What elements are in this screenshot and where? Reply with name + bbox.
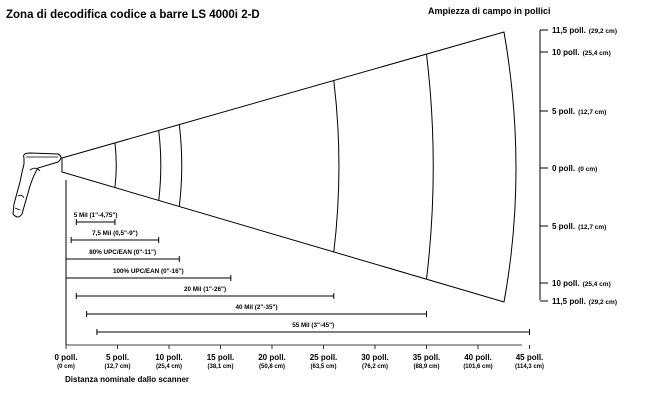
distance-label: 25 poll. <box>310 353 338 362</box>
zone-arc <box>114 142 117 188</box>
distance-label: 10 poll. <box>155 353 183 362</box>
range-label: 7,5 Mil (0,5"-9") <box>92 230 138 237</box>
distance-axis <box>65 180 522 346</box>
distance-sublabel: (50,8 cm) <box>259 364 285 370</box>
range-label: 55 Mil (3"-45") <box>292 322 334 329</box>
distance-label: 5 poll. <box>106 353 129 362</box>
width-label: 5 poll. (12,7 cm) <box>552 222 606 231</box>
distance-sublabel: (38,1 cm) <box>207 364 233 370</box>
range-label: 100% UPC/EAN (0"-16") <box>113 268 184 275</box>
distance-sublabel: (12,7 cm) <box>104 364 130 370</box>
range-label: 80% UPC/EAN (0"-11") <box>89 249 156 256</box>
diagram-title: Zona di decodifica codice a barre LS 400… <box>6 9 260 21</box>
distance-label: 35 poll. <box>413 353 441 362</box>
range-label: 40 Mil (2"-35") <box>236 304 278 311</box>
zone-arc <box>333 80 340 253</box>
distance-sublabel: (25,4 cm) <box>156 364 182 370</box>
distance-sublabel: (0 cm) <box>57 364 75 370</box>
scan-field <box>61 31 517 303</box>
distance-label: 20 poll. <box>258 353 286 362</box>
width-labels: 11,5 poll. (29,2 cm) 10 poll. (25,4 cm) 5 po… <box>540 26 617 306</box>
width-label: 11,5 poll. (29,2 cm) <box>552 297 617 306</box>
distance-sublabel: (63,5 cm) <box>310 364 336 370</box>
range-label: 20 Mil (1"-26") <box>184 286 226 293</box>
distance-sublabel: (114,3 cm) <box>515 364 544 370</box>
distance-label: 30 poll. <box>361 353 389 362</box>
zone-arc <box>426 54 434 280</box>
distance-sublabel: (76,2 cm) <box>362 364 388 370</box>
width-label: 5 poll. (12,7 cm) <box>552 107 606 116</box>
zone-arc <box>178 124 183 207</box>
zone-arcs <box>114 54 434 280</box>
width-label: 10 poll. (25,4 cm) <box>552 279 611 288</box>
distance-label: 15 poll. <box>207 353 235 362</box>
scanner-icon <box>12 152 62 218</box>
distance-sublabel: (101,6 cm) <box>463 364 492 370</box>
distance-label: 0 poll. <box>54 353 77 362</box>
width-label: 10 poll. (25,4 cm) <box>552 48 611 57</box>
width-label: 11,5 poll. (29,2 cm) <box>552 26 617 35</box>
distance-labels: 0 poll. (0 cm) 5 poll. (12,7 cm) 10 poll. (25… <box>54 345 544 370</box>
range-label: 5 Mil (1"-4,75") <box>74 212 118 219</box>
distance-label: 45 poll. <box>516 353 544 362</box>
range-bars: 5 Mil (1"-4,75") 7,5 Mil (0,5"-9") 80% UPC… <box>65 212 530 335</box>
width-label: 0 poll. (0 cm) <box>552 164 597 173</box>
distance-axis-title: Distanza nominale dallo scanner <box>65 375 189 384</box>
distance-sublabel: (88,9 cm) <box>413 364 439 370</box>
width-axis-title: Ampiezza di campo in pollici <box>428 6 551 16</box>
zone-arc <box>158 130 162 201</box>
distance-label: 40 poll. <box>464 353 492 362</box>
